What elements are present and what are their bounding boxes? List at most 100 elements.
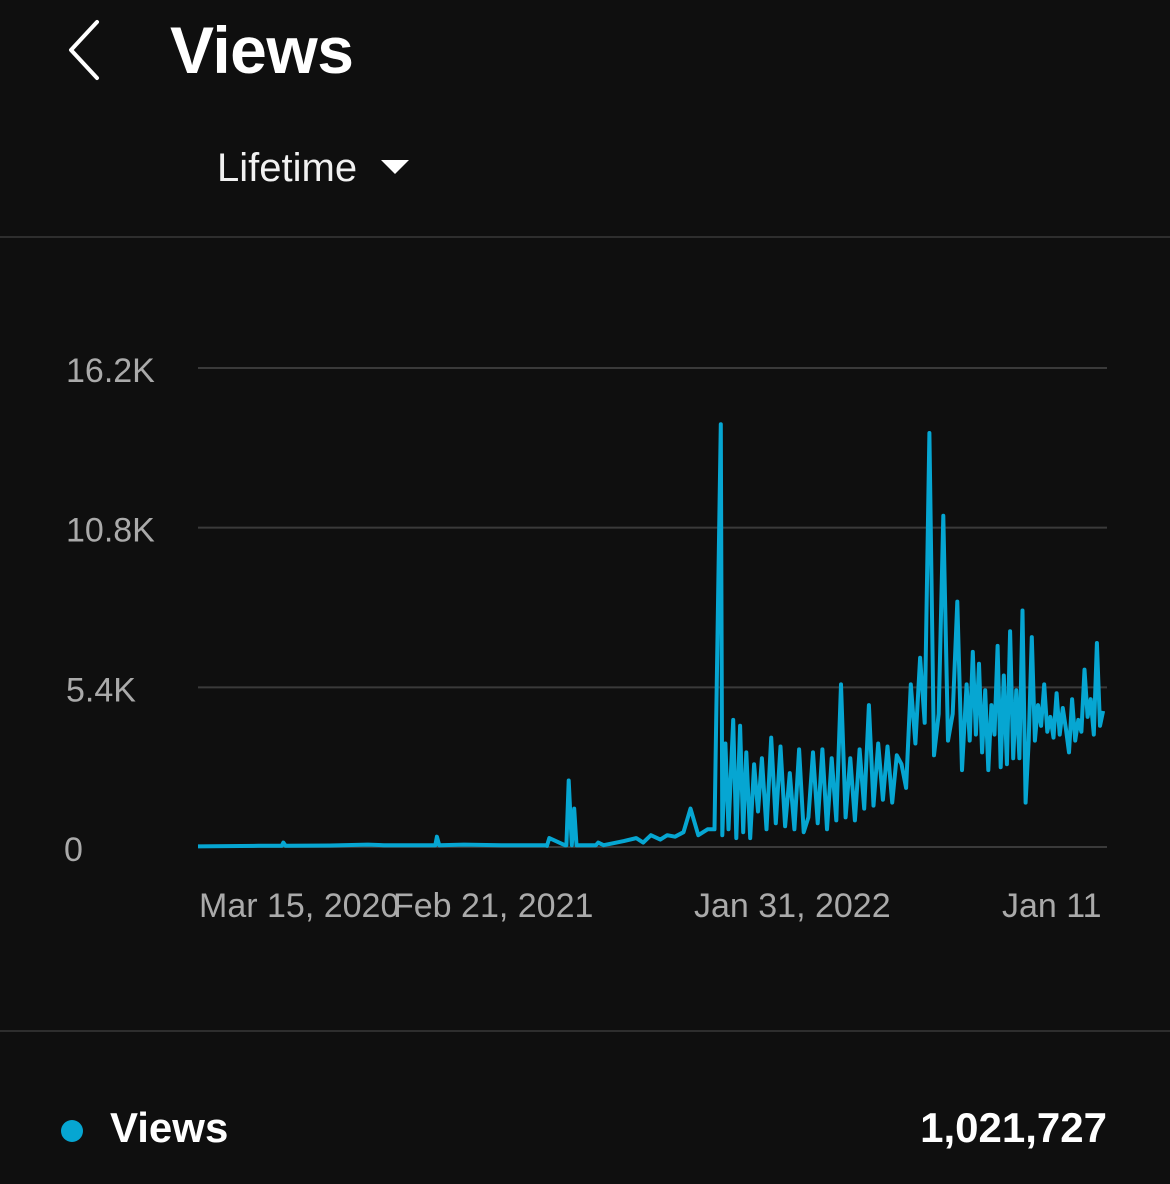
data-point [683, 831, 685, 833]
data-point [1096, 642, 1098, 644]
data-point [1059, 734, 1061, 736]
data-point [548, 837, 550, 839]
data-point [775, 822, 777, 824]
data-point [845, 816, 847, 818]
data-point [887, 746, 889, 748]
data-point [1068, 751, 1070, 753]
data-point [753, 763, 755, 765]
caret-down-icon [381, 160, 410, 174]
data-point [807, 816, 809, 818]
data-point [258, 845, 260, 847]
data-point [928, 432, 930, 434]
data-point [978, 663, 980, 665]
data-point [1025, 802, 1027, 804]
data-point [901, 763, 903, 765]
data-point [623, 840, 625, 842]
period-dropdown[interactable]: Lifetime [217, 140, 410, 196]
data-point [1037, 704, 1039, 706]
data-point [436, 836, 438, 838]
data-point [1099, 725, 1101, 727]
data-point [1028, 740, 1030, 742]
y-tick-label: 0 [64, 831, 83, 869]
data-point [603, 844, 605, 846]
data-point [849, 757, 851, 759]
data-point [981, 751, 983, 753]
data-point [914, 743, 916, 745]
chart-divider [0, 1030, 1170, 1032]
data-point [281, 845, 283, 847]
data-point [877, 743, 879, 745]
legend-row: Views 1,021,727 [0, 1096, 1170, 1166]
data-point [868, 704, 870, 706]
data-point [938, 713, 940, 715]
data-point [720, 423, 722, 425]
data-point [984, 689, 986, 691]
data-point [972, 651, 974, 653]
data-point [793, 828, 795, 830]
data-point [1084, 669, 1086, 671]
data-point [500, 844, 502, 846]
data-point [817, 822, 819, 824]
data-point [766, 828, 768, 830]
data-point [546, 845, 548, 847]
data-point [933, 754, 935, 756]
data-point [1022, 610, 1024, 612]
data-point [571, 844, 573, 846]
data-point [1009, 630, 1011, 632]
data-point [1003, 675, 1005, 677]
data-point [595, 844, 597, 846]
data-point [383, 844, 385, 846]
data-point [854, 819, 856, 821]
period-label: Lifetime [217, 145, 358, 190]
data-point [966, 683, 968, 685]
data-point [1062, 707, 1064, 709]
legend-metric-label: Views [110, 1104, 229, 1151]
data-point [739, 725, 741, 727]
data-point [821, 748, 823, 750]
data-point [942, 515, 944, 517]
data-point [573, 808, 575, 810]
page-title: Views [170, 13, 354, 87]
data-point [1080, 731, 1082, 733]
data-point [1040, 725, 1042, 727]
data-point [1071, 698, 1073, 700]
data-point [994, 734, 996, 736]
data-point [463, 844, 465, 846]
data-point [1102, 710, 1104, 712]
data-point [1049, 716, 1051, 718]
data-point [891, 802, 893, 804]
data-point [882, 799, 884, 801]
data-point [905, 787, 907, 789]
data-point [863, 808, 865, 810]
data-point [789, 772, 791, 774]
data-point [438, 844, 440, 846]
data-point [961, 769, 963, 771]
data-point [780, 746, 782, 748]
data-point [714, 828, 716, 830]
data-point [707, 828, 709, 830]
data-point [952, 713, 954, 715]
data-point [1015, 689, 1017, 691]
data-point [1006, 763, 1008, 765]
data-point [987, 769, 989, 771]
data-point [1012, 757, 1014, 759]
x-tick-label: Jan 11 [1002, 887, 1102, 925]
data-point [745, 751, 747, 753]
data-point [282, 842, 284, 844]
series-line-views [197, 422, 1106, 849]
back-button[interactable] [50, 10, 120, 90]
data-point [732, 719, 734, 721]
data-point [749, 837, 751, 839]
data-point [635, 837, 637, 839]
data-point [197, 845, 199, 847]
data-point [919, 657, 921, 659]
data-point [873, 805, 875, 807]
data-point [947, 740, 949, 742]
data-point [859, 748, 861, 750]
data-point [565, 844, 567, 846]
data-point [1065, 728, 1067, 730]
x-tick-label: Jan 31, 2022 [694, 887, 891, 925]
data-point [798, 748, 800, 750]
